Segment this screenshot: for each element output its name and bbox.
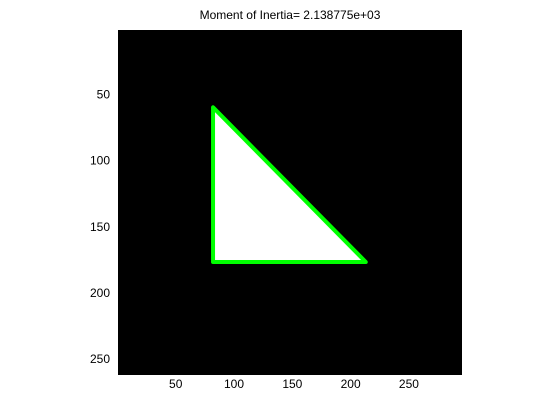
chart-title: Moment of Inertia= 2.138775e+03 <box>200 8 381 22</box>
y-tick-label: 50 <box>97 88 111 102</box>
y-tick-label: 100 <box>90 154 110 168</box>
x-tick-label: 100 <box>224 377 244 391</box>
shape-boundary <box>211 105 368 264</box>
x-tick-label: 50 <box>169 377 183 391</box>
y-tick-label: 250 <box>90 352 110 366</box>
x-tick-label: 150 <box>282 377 302 391</box>
y-tick-label: 200 <box>90 286 110 300</box>
y-tick-label: 150 <box>90 220 110 234</box>
x-tick-label: 250 <box>399 377 419 391</box>
x-tick-label: 200 <box>341 377 361 391</box>
